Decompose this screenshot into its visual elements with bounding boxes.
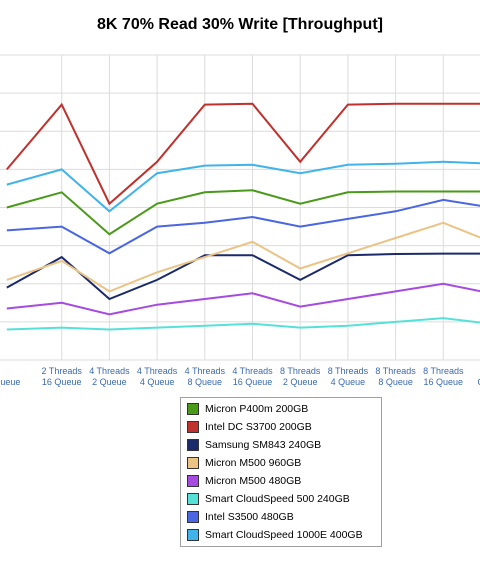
series-line	[6, 189, 480, 236]
x-tick-label: Queue	[0, 377, 20, 387]
series-line	[6, 198, 480, 255]
series-line	[6, 317, 480, 331]
legend-swatch	[187, 511, 199, 523]
chart-title: 8K 70% Read 30% Write [Throughput]	[97, 16, 383, 33]
series-line	[6, 102, 480, 206]
legend-item: Micron M500 960GB	[187, 454, 381, 472]
legend-item: Intel S3500 480GB	[187, 508, 381, 526]
legend-label: Micron M500 480GB	[205, 475, 302, 487]
series-line	[6, 160, 480, 213]
legend-swatch	[187, 421, 199, 433]
legend-swatch	[187, 439, 199, 451]
x-tick-label: 8 Threads 16 Queue	[423, 366, 464, 387]
x-tick-label: 2 Threads 16 Queue	[42, 366, 83, 387]
legend-swatch	[187, 493, 199, 505]
series-line	[6, 221, 480, 293]
legend-swatch	[187, 475, 199, 487]
x-tick-label: 4 Threads 16 Queue	[232, 366, 273, 387]
legend-label: Micron M500 960GB	[205, 457, 302, 469]
legend-item: Micron P400m 200GB	[187, 400, 381, 418]
x-tick-label: 4 Threads 2 Queue	[89, 366, 130, 387]
legend-label: Smart CloudSpeed 500 240GB	[205, 493, 350, 505]
legend-swatch	[187, 403, 199, 415]
legend-item: Smart CloudSpeed 500 240GB	[187, 490, 381, 508]
series-line	[6, 282, 480, 316]
legend-label: Intel DC S3700 200GB	[205, 421, 312, 433]
legend-label: Intel S3500 480GB	[205, 511, 294, 523]
x-tick-label: 8 Threads 2 Queue	[280, 366, 321, 387]
legend-item: Micron M500 480GB	[187, 472, 381, 490]
legend-label: Smart CloudSpeed 1000E 400GB	[205, 529, 363, 541]
x-tick-label: 4 Threads 8 Queue	[185, 366, 226, 387]
legend-item: Smart CloudSpeed 1000E 400GB	[187, 526, 381, 544]
x-tick-label: 8 Threads 8 Queue	[375, 366, 416, 387]
legend-item: Intel DC S3700 200GB	[187, 418, 381, 436]
series-line	[6, 252, 480, 301]
legend-swatch	[187, 529, 199, 541]
x-tick-label: 8 Threads 4 Queue	[328, 366, 369, 387]
legend-label: Micron P400m 200GB	[205, 403, 309, 415]
legend-item: Samsung SM843 240GB	[187, 436, 381, 454]
series-group	[6, 102, 480, 331]
legend-swatch	[187, 457, 199, 469]
x-tick-label: 4 Threads 4 Queue	[137, 366, 178, 387]
chart-legend: Micron P400m 200GB Intel DC S3700 200GB Sa…	[180, 397, 382, 547]
legend-label: Samsung SM843 240GB	[205, 439, 322, 451]
